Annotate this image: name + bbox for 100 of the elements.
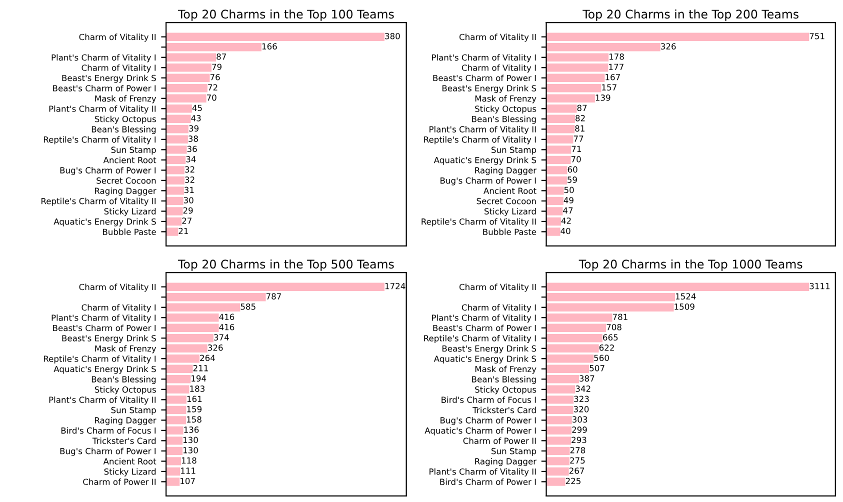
data-label: 77 (574, 136, 584, 142)
bar (546, 354, 594, 363)
y-tick-label: Reptile's Charm of Vitality II (422, 218, 536, 226)
bar (166, 156, 186, 164)
bar (166, 176, 184, 185)
bar (166, 135, 188, 144)
y-tick-label: Plant's Charm of Vitality II (49, 105, 156, 114)
bar (166, 416, 186, 424)
bar (546, 84, 602, 92)
bar (546, 186, 564, 195)
bar (166, 426, 184, 435)
y-tick-label: Beast's Energy Drink S (62, 74, 156, 83)
data-label: 157 (602, 84, 616, 91)
y-tick-label: Charm of Vitality I (82, 304, 156, 312)
bar (546, 166, 568, 174)
y-tick-label: Bug's Charm of Power I (60, 167, 156, 176)
y-tick-label: Raging Dagger (94, 188, 156, 196)
bar (166, 446, 183, 456)
y-tick-label: Charm of Vitality II (459, 284, 536, 292)
data-label: 622 (599, 344, 614, 351)
y-tick-label: Beast's Energy Drink S (62, 334, 156, 344)
data-label: 342 (576, 386, 590, 392)
y-tick-label: Charm of Vitality II (79, 284, 156, 292)
bar (546, 146, 572, 154)
bar (546, 303, 674, 312)
y-tick-label: Charm of Vitality I (462, 304, 536, 312)
y-tick-label: Sun Stamp (111, 406, 156, 415)
y-tick-label: Bug's Charm of Power I (440, 177, 536, 186)
bar (166, 303, 240, 312)
y-tick-label: Raging Dagger (94, 417, 156, 426)
data-label: 299 (572, 426, 587, 433)
y-tick-label: Sticky Octopus (94, 116, 156, 124)
bar (546, 406, 574, 414)
data-label: 326 (661, 43, 676, 50)
y-tick-label: Ancient Root (484, 188, 536, 194)
y-tick-label: Plant's Charm of Vitality II (430, 126, 536, 134)
data-label: 36 (187, 146, 197, 152)
y-tick-label: Beast's Charm of Power I (53, 84, 156, 92)
y-tick-label: Aquatic's Energy Drink S (54, 366, 156, 374)
data-label: 665 (603, 334, 618, 341)
y-tick-label: Sticky Lizard (484, 208, 536, 216)
data-label: 45 (192, 104, 202, 112)
bar (166, 457, 182, 466)
y-tick-label: Plant's Charm of Vitality I (432, 54, 536, 62)
y-tick-label: Sun Stamp (492, 448, 536, 456)
bar (546, 426, 572, 435)
bar (546, 176, 567, 185)
y-tick-label: Sun Stamp (492, 146, 536, 155)
y-tick-label: Charm of Vitality II (459, 34, 536, 42)
y-tick-label: Aquatic's Charm of Power I (424, 427, 536, 436)
data-label: 585 (240, 303, 256, 310)
data-label: 1724 (385, 282, 406, 290)
data-label: 136 (184, 426, 199, 433)
bar (166, 104, 192, 113)
y-tick-label: Bubble Paste (483, 228, 536, 236)
bar (546, 32, 810, 41)
y-tick-label: Beast's Energy Drink S (442, 84, 536, 94)
data-label: 387 (580, 375, 594, 382)
bar (166, 53, 216, 62)
y-tick-label: Mask of Frenzy (95, 345, 156, 354)
bar (546, 43, 660, 52)
bar (546, 114, 575, 124)
bar (166, 396, 186, 404)
y-tick-label: Plant's Charm of Vitality II (49, 396, 156, 405)
data-label: 326 (208, 344, 223, 351)
y-tick-label: Sun Stamp (111, 146, 156, 155)
bar (546, 217, 561, 226)
y-tick-label: Plant's Charm of Vitality I (52, 54, 156, 62)
y-tick-label: Raging Dagger (475, 167, 537, 176)
y-tick-label: Reptile's Charm of Vitality I (424, 136, 536, 144)
y-tick-label: Sticky Octopus (475, 386, 536, 394)
bar (546, 104, 577, 113)
data-label: 159 (187, 406, 202, 412)
bar (166, 186, 184, 195)
y-tick-label: Trickster's Card (472, 406, 536, 414)
data-label: 139 (596, 94, 610, 101)
bar (166, 375, 191, 384)
y-tick-label: Plant's Charm of Vitality II (430, 468, 536, 476)
bar (166, 467, 180, 476)
y-tick-label: Aquatic's Energy Drink S (434, 355, 536, 364)
data-label: 27 (182, 218, 192, 224)
data-label: 32 (185, 176, 194, 183)
bar (546, 344, 599, 352)
y-tick-label: Trickster's Card (92, 438, 156, 444)
bar (166, 228, 178, 236)
y-tick-label: Mask of Frenzy (95, 95, 156, 104)
data-label: 166 (262, 43, 277, 50)
bar (546, 375, 579, 384)
bar (546, 324, 606, 332)
y-tick-label: Charm of Vitality I (82, 64, 156, 73)
bar (166, 314, 219, 322)
y-tick-label: Aquatic's Energy Drink S (54, 218, 156, 226)
y-tick-label: Raging Dagger (475, 458, 537, 466)
data-label: 183 (190, 386, 204, 392)
bar (166, 436, 183, 445)
data-label: 303 (572, 416, 588, 423)
bar (546, 334, 602, 342)
data-label: 32 (185, 166, 194, 173)
data-label: 787 (266, 293, 281, 300)
bar (166, 74, 210, 82)
